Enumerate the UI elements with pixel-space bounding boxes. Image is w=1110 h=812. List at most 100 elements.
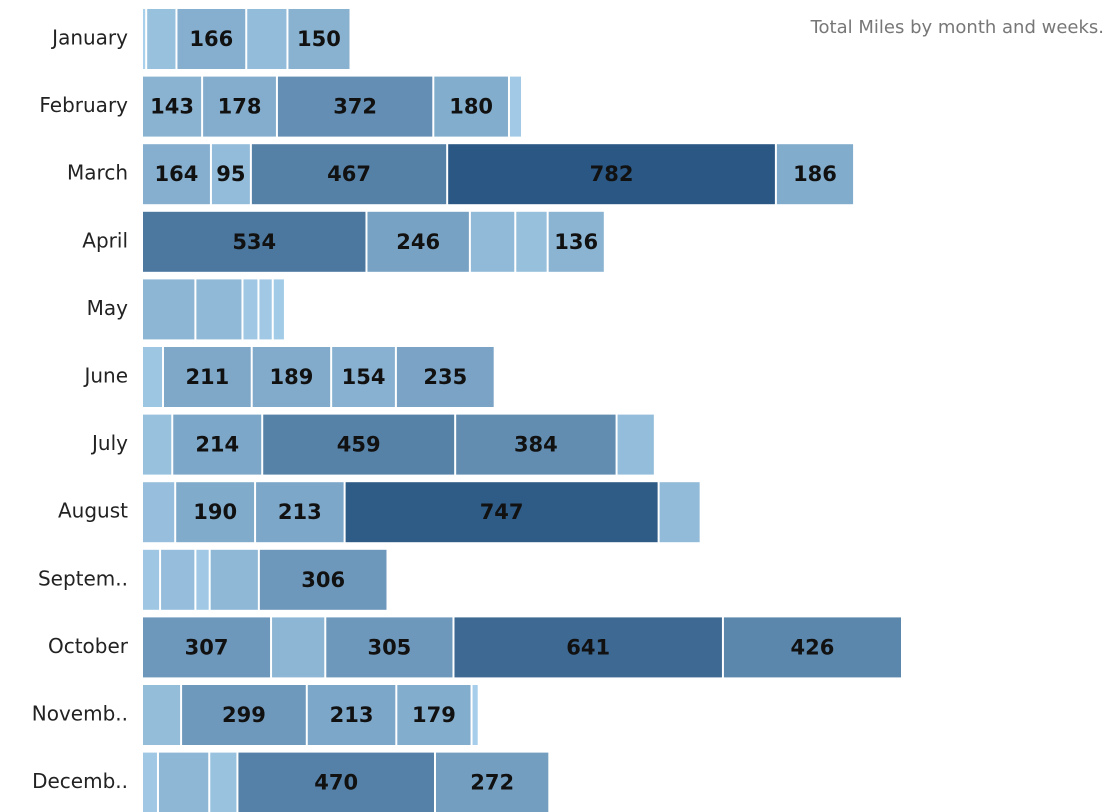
data-label: 180 [449,95,493,119]
bar-segment [161,549,195,610]
bar-segment [435,752,549,812]
bar-segment [243,279,258,340]
bar-segment [182,685,306,745]
bar-segment [332,347,395,407]
bar-segment [256,482,344,543]
y-tick-label: February [39,93,128,117]
data-label: 235 [423,365,467,389]
bar-segment [396,347,494,407]
data-label: 211 [185,365,229,389]
bar-segment [173,414,262,475]
bar-segment [203,76,276,137]
y-tick-label: June [82,364,128,388]
data-label: 190 [193,500,237,524]
bar-segment [143,279,195,340]
bar-segment [516,211,547,272]
data-label: 299 [222,703,266,727]
bar-segment [288,9,350,69]
y-tick-label: July [90,431,128,455]
data-label: 246 [396,230,440,254]
bar-segment [434,76,508,137]
bar-segment [470,211,515,272]
bar-segment [143,685,181,745]
bar-segment [448,144,775,205]
bar-segment [472,685,478,745]
data-label: 214 [195,433,239,457]
y-tick-label: August [58,499,128,523]
data-label: 213 [330,703,374,727]
bar-segment [397,685,471,745]
data-label: 272 [470,771,514,795]
bar-segment [143,752,157,812]
data-label: 179 [412,703,456,727]
bar-segment [367,211,469,272]
bar-segment [196,279,242,340]
chart-title: Total Miles by month and weeks. [810,17,1104,38]
bar-segment [158,752,209,812]
bar-segment [548,211,604,272]
data-label: 306 [301,568,345,592]
bar-segment [164,347,251,407]
bar-segment [273,279,284,340]
bar-segment [143,617,271,678]
bar-segment [176,482,255,543]
bar-segment [143,76,202,137]
bar-segment [509,76,521,137]
bar-segment [143,9,146,69]
data-label: 143 [150,95,194,119]
bar-segment [143,144,210,205]
y-tick-label: Septem.. [38,566,128,590]
bar-segment [776,144,854,205]
data-label: 782 [590,162,634,186]
bar-segment [147,9,176,69]
bar-segment [252,347,331,407]
bar-segment [345,482,658,543]
data-label: 641 [566,635,610,659]
data-label: 189 [270,365,314,389]
bar-segment [143,347,163,407]
bar-segment [259,279,272,340]
bar-segment [272,617,325,678]
y-tick-label: May [87,296,129,320]
y-tick-label: March [67,161,128,185]
bar-segment [177,9,246,69]
bar-segment [259,549,387,610]
data-label: 459 [337,433,381,457]
bar-segment [277,76,433,137]
bar-segment [456,414,616,475]
bar-segment [454,617,722,678]
bar-segment [210,752,237,812]
bar-segment [659,482,700,543]
bar-segment [211,144,250,205]
data-label: 305 [367,635,411,659]
data-label: 213 [278,500,322,524]
bar-segment [196,549,209,610]
data-label: 164 [155,162,199,186]
data-label: 467 [327,162,371,186]
bar-segment [143,549,160,610]
data-label: 186 [793,162,837,186]
bar-segment [251,144,447,205]
data-label: 166 [189,27,233,51]
bar-segment [263,414,455,475]
bar-segment [238,752,434,812]
data-label: 534 [232,230,276,254]
data-label: 747 [480,500,524,524]
data-label: 136 [554,230,598,254]
bar-segment [617,414,654,475]
bar-segment [143,414,172,475]
y-tick-label: October [48,634,129,658]
y-tick-label: January [50,26,128,50]
y-tick-label: Decemb.. [32,769,128,793]
data-label: 307 [185,635,229,659]
bar-segment [143,482,175,543]
data-label: 95 [216,162,245,186]
data-label: 426 [791,635,835,659]
y-tick-label: Novemb.. [32,702,128,726]
data-label: 178 [218,95,262,119]
bar-segment [723,617,901,678]
y-tick-label: April [82,228,128,252]
data-label: 384 [514,433,558,457]
bar-segment [247,9,287,69]
bar-segment [210,549,258,610]
